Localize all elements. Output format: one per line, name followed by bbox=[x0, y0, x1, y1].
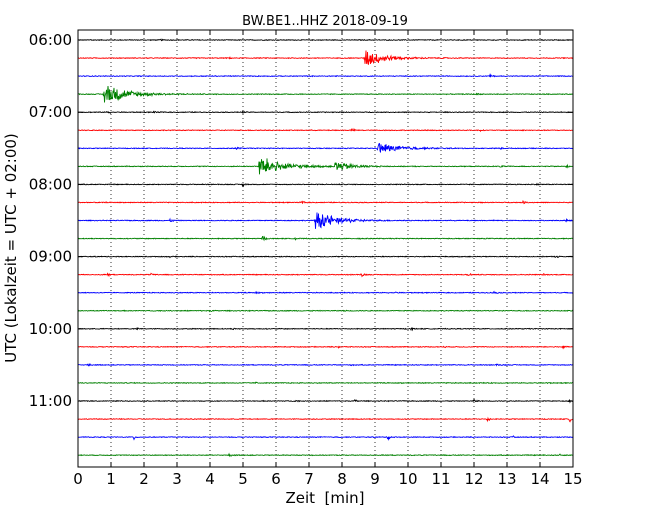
seismic-trace bbox=[77, 38, 574, 42]
x-axis-label: Zeit [min] bbox=[285, 489, 364, 507]
seismic-trace bbox=[77, 435, 574, 441]
y-tick-label: 06:00 bbox=[29, 31, 72, 49]
seismic-trace bbox=[77, 326, 574, 332]
seismic-trace bbox=[77, 235, 574, 242]
seismic-trace bbox=[77, 272, 574, 278]
seismic-trace bbox=[77, 50, 574, 65]
seismic-trace bbox=[77, 85, 574, 103]
y-axis-label: UTC (Lokalzeit = UTC + 02:00) bbox=[2, 133, 20, 363]
y-tick-label: 10:00 bbox=[29, 320, 72, 338]
x-tick-label: 15 bbox=[563, 470, 582, 488]
x-tick-label: 9 bbox=[370, 470, 380, 488]
y-tick-label: 11:00 bbox=[29, 392, 72, 410]
seismic-trace bbox=[77, 199, 574, 205]
x-axis: 0 1 2 3 4 5 6 7 8 9 10 11 12 13 14 15 bbox=[73, 30, 583, 488]
seismic-trace bbox=[77, 362, 574, 367]
seismic-trace bbox=[77, 127, 574, 133]
seismic-trace bbox=[77, 212, 574, 229]
x-tick-label: 8 bbox=[337, 470, 347, 488]
seismic-trace bbox=[77, 345, 574, 350]
x-tick-label: 5 bbox=[238, 470, 248, 488]
x-tick-label: 4 bbox=[205, 470, 215, 488]
seismic-trace bbox=[77, 398, 574, 404]
seismic-trace bbox=[77, 182, 574, 188]
seismic-trace bbox=[77, 309, 574, 313]
y-tick-label: 09:00 bbox=[29, 248, 72, 266]
seismic-trace bbox=[77, 158, 574, 175]
x-tick-label: 12 bbox=[464, 470, 483, 488]
x-tick-label: 6 bbox=[271, 470, 281, 488]
x-tick-label: 2 bbox=[139, 470, 149, 488]
x-tick-label: 10 bbox=[398, 470, 417, 488]
x-tick-label: 3 bbox=[172, 470, 182, 488]
y-tick-label: 08:00 bbox=[29, 175, 72, 193]
grid-layer bbox=[110, 30, 541, 467]
seismic-trace bbox=[77, 452, 574, 458]
seismic-trace bbox=[77, 290, 574, 295]
seismic-trace bbox=[77, 142, 574, 153]
trace-layer bbox=[77, 38, 574, 458]
x-tick-label: 11 bbox=[431, 470, 450, 488]
seismic-trace bbox=[77, 73, 574, 78]
seismic-trace bbox=[77, 416, 574, 423]
chart-title: BW.BE1..HHZ 2018-09-19 bbox=[242, 14, 408, 29]
y-axis: 06:00 07:00 08:00 09:00 10:00 11:00 bbox=[29, 31, 573, 410]
seismic-trace bbox=[77, 255, 574, 259]
plot-frame bbox=[77, 29, 574, 468]
seismic-trace bbox=[77, 381, 574, 385]
y-tick-label: 07:00 bbox=[29, 103, 72, 121]
x-tick-label: 0 bbox=[73, 470, 83, 488]
x-tick-label: 14 bbox=[530, 470, 549, 488]
x-tick-label: 1 bbox=[106, 470, 116, 488]
seismic-trace bbox=[77, 110, 574, 115]
x-tick-label: 7 bbox=[304, 470, 314, 488]
x-tick-label: 13 bbox=[497, 470, 516, 488]
